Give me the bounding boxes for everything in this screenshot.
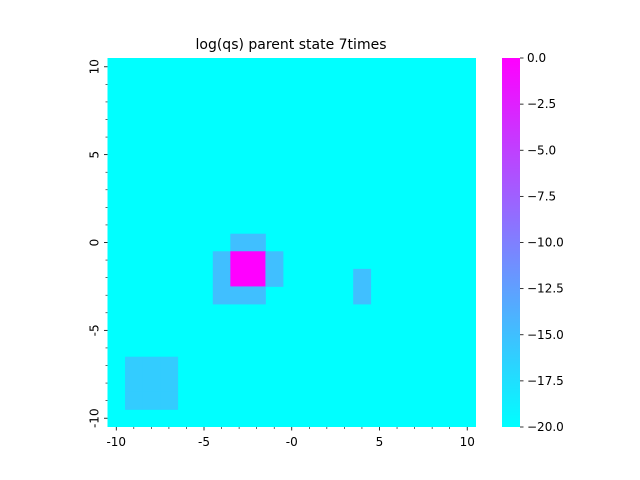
heatmap-cell	[248, 286, 266, 304]
heatmap-cell	[353, 269, 371, 287]
heatmap-cell	[213, 251, 231, 269]
heatmap-cell	[160, 374, 178, 392]
chart-title: log(qs) parent state 7times	[196, 37, 387, 53]
colorbar-gradient	[502, 58, 520, 427]
colorbar	[502, 58, 520, 427]
heatmap-cell	[248, 269, 266, 287]
colorbar-tick-label: −20.0	[527, 420, 564, 434]
heatmap-cell	[160, 357, 178, 375]
heatmap-cell	[230, 269, 248, 287]
x-axis: -10 -5 -0 5 10	[106, 427, 474, 449]
x-tick-label: -0	[286, 435, 298, 449]
heatmap-cell	[230, 234, 248, 252]
heatmap-cell	[125, 374, 143, 392]
heatmap-cell	[125, 392, 143, 410]
heatmap-cell	[213, 286, 231, 304]
y-tick-label: 0	[88, 239, 102, 247]
x-tick-label: 10	[460, 435, 475, 449]
colorbar-tick-label: 0.0	[527, 51, 546, 65]
heatmap-cell	[143, 357, 161, 375]
y-tick-label: -5	[88, 324, 102, 336]
heatmap-cell	[230, 251, 248, 269]
heatmap-cell	[143, 392, 161, 410]
heatmap-cell	[230, 286, 248, 304]
y-axis: 10 5 0 -5 -10	[88, 59, 108, 428]
colorbar-tick-label: −7.5	[527, 189, 556, 203]
heatmap-cell	[265, 269, 283, 287]
heatmap-cell	[248, 234, 266, 252]
y-tick-label: -10	[88, 408, 102, 428]
heatmap-cell	[353, 286, 371, 304]
colorbar-tick-label: −17.5	[527, 374, 564, 388]
colorbar-tick-label: −12.5	[527, 282, 564, 296]
heatmap-cell	[125, 357, 143, 375]
colorbar-tick-label: −15.0	[527, 328, 564, 342]
heatmap-cell	[265, 251, 283, 269]
x-tick-label: -5	[198, 435, 210, 449]
x-tick-label: 5	[376, 435, 384, 449]
heatmap-cell	[213, 269, 231, 287]
heatmap-cell	[143, 374, 161, 392]
x-tick-label: -10	[106, 435, 126, 449]
heatmap-cell	[160, 392, 178, 410]
y-tick-label: 10	[88, 59, 102, 74]
heatmap-cell	[248, 251, 266, 269]
colorbar-tick-label: −10.0	[527, 236, 564, 250]
colorbar-tick-label: −2.5	[527, 97, 556, 111]
colorbar-ticks: 0.0 −2.5 −5.0 −7.5 −10.0 −12.5 −15.0 −17.5 −20.0	[520, 51, 564, 434]
y-tick-label: 5	[88, 151, 102, 159]
colorbar-tick-label: −5.0	[527, 143, 556, 157]
